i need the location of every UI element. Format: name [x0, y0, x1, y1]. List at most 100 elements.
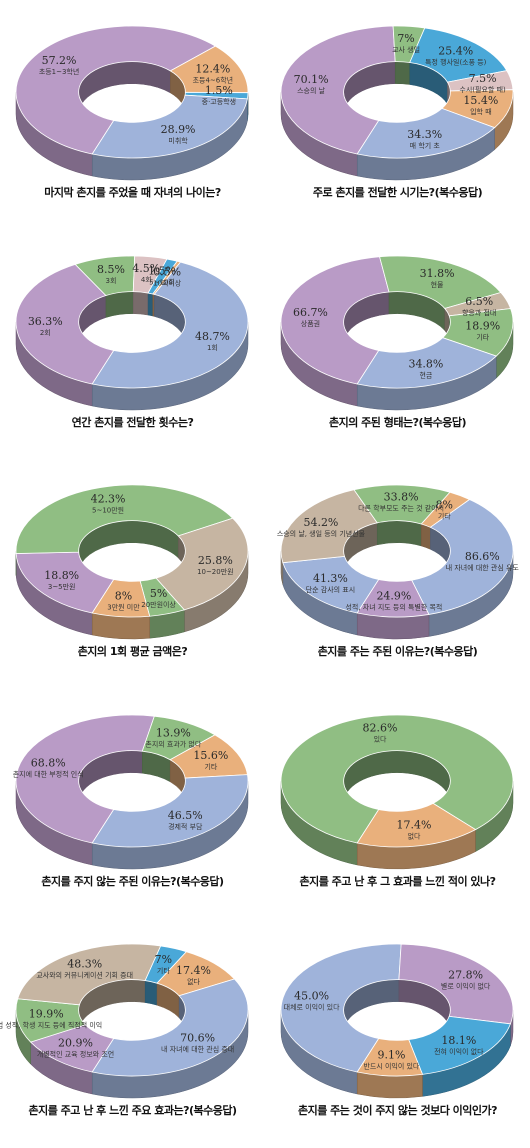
slice-inner-wall	[147, 292, 154, 316]
slice-label: 18.1%전혀 이익이 없다	[434, 1034, 484, 1056]
pie-slice	[280, 714, 514, 844]
slice-name-label: 교사 생일	[392, 45, 420, 54]
slice-value-label: 7%	[397, 32, 414, 45]
slice-label: 19.9%학업 성적, 학생 지도 등에 직접적 이익	[0, 1008, 102, 1030]
pie-slice	[91, 579, 151, 618]
slice-value-label: 19.9%	[29, 1008, 64, 1021]
slice-label: 42.3%5~10만원	[91, 493, 126, 515]
slice-name-label: 촌지의 효과가 없다	[145, 739, 201, 748]
slice-name-label: 10~20만원	[197, 567, 233, 576]
pie-slice	[15, 551, 115, 614]
pie-slice	[280, 25, 396, 155]
slice-label: 13.9%촌지의 효과가 없다	[145, 726, 201, 748]
slice-name-label: 스승의 날, 생일 등의 기념선물	[277, 529, 366, 538]
slice-value-label: 18.1%	[441, 1034, 476, 1047]
slice-value-label: 36.3%	[28, 315, 63, 328]
slice-value-label: 6.5%	[465, 294, 493, 307]
pie-slice	[356, 336, 498, 388]
slice-name-label: 5~10회	[149, 278, 175, 286]
slice-value-label: 70.1%	[294, 73, 329, 86]
slice-name-label: 2회	[40, 329, 51, 337]
slice-label: 15.6%기타	[193, 749, 228, 771]
chart-title: 촌지를 주고 난 후 느낀 주요 효과는?(복수응답)	[28, 1104, 237, 1118]
slice-value-label: 82.6%	[363, 721, 398, 734]
slice-value-label: 15.6%	[193, 749, 228, 762]
slice-label: 57.2%초등1~3학년	[39, 54, 79, 76]
slice-value-label: 12.4%	[195, 63, 230, 76]
slice-label: 17.4%없다	[397, 818, 432, 840]
pie-slice	[356, 579, 430, 618]
donut-chart: 66.7%상품권 31.8%현물 6.5%향응과 접대 18.9%기타 34.8%현금	[280, 255, 514, 410]
slice-value-label: 18.9%	[465, 319, 500, 332]
slice-name-label: 입학 때	[470, 107, 492, 116]
slice-label: 66.7%상품권	[293, 306, 328, 328]
slice-value-label: 7.5%	[469, 72, 497, 85]
slice-inner-wall	[394, 61, 411, 85]
slice-value-label: 4.5%	[132, 262, 160, 275]
slice-label: 1.5%중·고등학생	[202, 84, 236, 106]
slice-label: 70.1%스승의 날	[294, 73, 329, 95]
pie-slice	[356, 802, 477, 848]
slice-value-label: 5%	[150, 587, 167, 600]
slice-value-label: 20.9%	[58, 1037, 93, 1050]
pie-slice	[15, 484, 234, 555]
slice-value-label: 8%	[115, 589, 132, 602]
slice-name-label: 특정 행사일(소풍 등)	[425, 57, 487, 66]
slice-label: 68.8%촌지에 대한 부정적 인식	[13, 757, 84, 779]
chart-panel: 82.6% 있다 17.4% 없다 촌지를 주고 난 후 그 효과를 느낀 적이 있나?	[265, 689, 530, 919]
slice-label: 6.5%향응과 접대	[462, 294, 496, 316]
slice-name-label: 반드시 이익이 있다	[363, 1062, 419, 1071]
slice-label: 28.9%미취학	[161, 123, 196, 145]
slice-label: 15.4%입학 때	[463, 94, 498, 116]
slice-name-label: 현금	[419, 371, 432, 379]
slice-value-label: 57.2%	[42, 54, 77, 67]
slice-value-label: 34.8%	[408, 357, 443, 370]
pie-slice	[356, 107, 496, 159]
chart-title: 촌지를 주지 않는 주된 이유는?(복수응답)	[41, 874, 224, 888]
chart-panel: 70.1% 스승의 날 7% 교사 생일 25.4% 특정 행사일(소풍 등) 7.5% 수시…	[265, 0, 530, 230]
slice-label: 33.8%다른 학부모도 주는 것 같아서	[358, 491, 444, 513]
slice-label: 46.5%경제적 부담	[168, 809, 203, 831]
pie-slice	[17, 944, 162, 1006]
slice-name-label: 스승의 날	[297, 86, 325, 95]
chart-panel: 57.2% 초등1~3학년 12.4% 초등4~6학년 1.5% 중·고등학생 28.9% 미…	[0, 0, 265, 230]
slice-value-label: 13.9%	[156, 726, 191, 739]
slice-label: 8%기타	[436, 499, 453, 521]
chart-title: 촌지를 주는 것이 주지 않는 것보다 이익인가?	[297, 1104, 498, 1118]
slice-label: 25.4%특정 행사일(소풍 등)	[425, 44, 487, 66]
pie-slice	[356, 1038, 424, 1077]
slice-inner-wall	[421, 523, 431, 550]
slice-name-label: 없다	[187, 977, 200, 986]
slice-inner-wall	[144, 980, 158, 1006]
chart-panel: 66.7% 상품권 31.8% 현물 6.5% 향응과 접대 18.9% 기타 34.8% 현금 촌…	[265, 230, 530, 460]
slice-label: 1.5%5~10회	[148, 264, 176, 286]
pie-slice	[91, 261, 249, 388]
slice-value-label: 86.6%	[465, 550, 500, 563]
slice-name-label: 매 학기 초	[410, 141, 441, 150]
slice-name-label: 4회	[141, 276, 152, 284]
slice-label: 7%교사 생일	[392, 32, 420, 54]
donut-chart: 45.0%대체로 이익이 있다 27.8%별로 이익이 없다 18.1%전혀 이익이…	[280, 944, 514, 1099]
slice-name-label: 기타	[476, 332, 489, 341]
pie-slice	[411, 499, 514, 616]
pie-slice	[155, 517, 249, 611]
slice-name-label: 단순 감사의 표시	[306, 585, 355, 594]
slice-name-label: 전혀 이익이 없다	[434, 1047, 484, 1056]
slice-name-label: 1회	[207, 343, 218, 351]
slice-name-label: 대체로 이익이 있다	[284, 1003, 340, 1012]
chart-title: 촌지의 주된 형태는?(복수응답)	[328, 415, 467, 429]
slice-name-label: 있다	[374, 734, 387, 743]
slice-value-label: 25.8%	[198, 554, 233, 567]
slice-name-label: 향응과 접대	[462, 307, 496, 316]
pie-slice	[91, 773, 249, 848]
slice-value-label: 27.8%	[448, 969, 483, 982]
slice-name-label: 5~10만원	[92, 506, 124, 515]
slice-name-label: 경제적 부담	[168, 822, 203, 831]
slice-label: 34.3%매 학기 초	[407, 128, 442, 150]
slice-value-label: 70.6%	[180, 1032, 215, 1045]
slice-value-label: 54.2%	[303, 516, 338, 529]
slice-name-label: 별로 이익이 없다	[441, 982, 491, 991]
slice-value-label: 18.8%	[44, 569, 79, 582]
